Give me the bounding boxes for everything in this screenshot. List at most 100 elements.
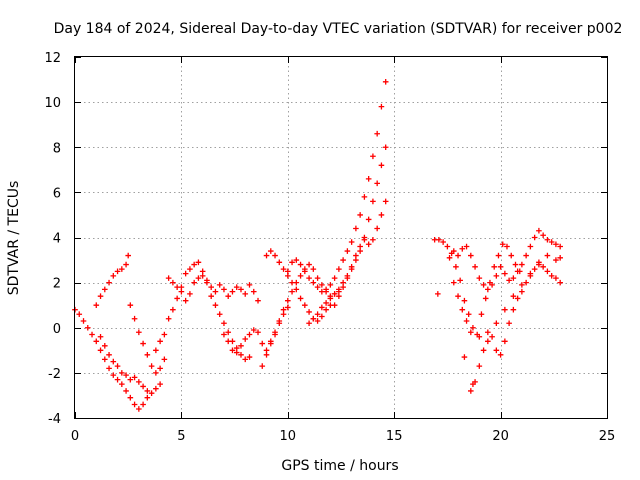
- data-point: [357, 212, 363, 218]
- data-point: [238, 343, 244, 349]
- data-point: [123, 372, 129, 378]
- data-point: [457, 277, 463, 284]
- data-point: [161, 331, 168, 338]
- data-point: [306, 309, 312, 315]
- data-point: [131, 401, 138, 408]
- data-point: [153, 385, 159, 392]
- data-point: [506, 320, 512, 327]
- data-point: [478, 311, 485, 318]
- data-point: [374, 130, 380, 137]
- data-point: [289, 288, 295, 295]
- data-point: [267, 340, 274, 347]
- data-series: [331, 198, 389, 308]
- data-point: [242, 356, 249, 363]
- data-series: [468, 259, 563, 394]
- data-point: [127, 394, 134, 401]
- data-point: [276, 259, 283, 266]
- data-point: [557, 243, 563, 250]
- data-point: [238, 352, 244, 358]
- data-point: [272, 329, 278, 336]
- data-point: [365, 241, 372, 248]
- data-point: [306, 261, 312, 268]
- data-point: [225, 329, 232, 336]
- data-point: [93, 338, 100, 345]
- data-point: [221, 320, 227, 327]
- x-tick-labels: 0 5 10 15 20 25: [71, 429, 615, 444]
- data-point: [187, 291, 193, 297]
- data-point: [114, 363, 121, 369]
- data-point: [233, 349, 240, 356]
- x-axis-label: GPS time / hours: [281, 458, 398, 474]
- data-series: [450, 252, 563, 340]
- data-point: [455, 293, 461, 299]
- data-point: [463, 318, 470, 324]
- data-series: [221, 304, 291, 356]
- data-point: [233, 284, 240, 290]
- data-point: [216, 311, 223, 318]
- data-point: [97, 333, 104, 340]
- data-point: [97, 293, 104, 299]
- data-point: [331, 275, 338, 281]
- y-tick-label: -2: [48, 367, 61, 382]
- data-point: [531, 234, 538, 241]
- data-point: [314, 318, 321, 324]
- data-series: [97, 333, 151, 394]
- data-point: [357, 243, 363, 250]
- data-point: [195, 259, 202, 266]
- data-point: [140, 340, 146, 347]
- y-tick-label: 2: [53, 277, 61, 292]
- y-tick-label: 6: [53, 186, 61, 201]
- data-point: [544, 252, 551, 259]
- data-point: [319, 288, 325, 295]
- data-point: [101, 343, 108, 349]
- data-point: [531, 266, 538, 272]
- data-point: [123, 261, 129, 268]
- data-series: [259, 261, 342, 369]
- y-tick-label: 12: [44, 51, 61, 66]
- y-tick-label: -4: [48, 412, 61, 427]
- data-point: [553, 275, 559, 281]
- data-point: [310, 266, 317, 272]
- data-point: [327, 295, 334, 302]
- data-point: [182, 270, 189, 277]
- data-point: [110, 358, 117, 365]
- data-point: [468, 329, 474, 336]
- data-point: [80, 318, 87, 324]
- data-point: [136, 379, 142, 385]
- data-point: [344, 275, 351, 281]
- data-point: [165, 315, 172, 322]
- data-point: [174, 284, 180, 290]
- data-point: [548, 273, 555, 279]
- data-point: [378, 103, 385, 110]
- data-point: [450, 279, 457, 286]
- data-point: [131, 374, 138, 381]
- y-tick-label: 10: [44, 96, 61, 111]
- data-point: [314, 284, 321, 290]
- data-point: [285, 297, 291, 304]
- data-point: [119, 370, 125, 376]
- data-point: [523, 252, 529, 259]
- data-point: [327, 282, 334, 288]
- data-point: [280, 266, 287, 272]
- y-tick-label: 0: [53, 322, 61, 337]
- data-point: [544, 236, 551, 243]
- data-series: [285, 79, 389, 295]
- data-point: [453, 264, 459, 270]
- data-point: [187, 266, 193, 272]
- data-point: [259, 340, 266, 347]
- data-point: [336, 293, 342, 299]
- data-point: [123, 388, 129, 394]
- data-point: [106, 365, 112, 372]
- data-point: [323, 306, 329, 313]
- data-point: [548, 239, 555, 245]
- data-point: [519, 282, 525, 288]
- data-point: [519, 261, 525, 268]
- data-point: [491, 264, 498, 270]
- data-points: [72, 79, 563, 412]
- chart-title: Day 184 of 2024, Sidereal Day-to-day VTE…: [54, 21, 623, 37]
- x-tick-label: 25: [599, 429, 616, 444]
- data-point: [485, 338, 491, 345]
- data-point: [489, 333, 495, 340]
- data-point: [476, 275, 483, 281]
